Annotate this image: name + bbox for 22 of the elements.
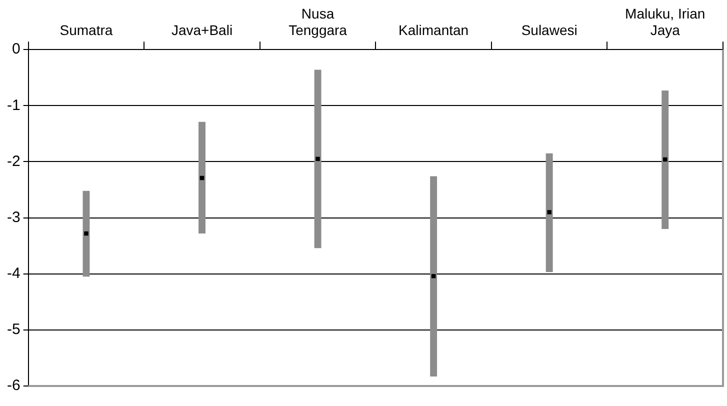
- y-tick-label: -1: [6, 96, 20, 114]
- bar: [430, 176, 438, 376]
- bar: [662, 90, 669, 230]
- y-tick-label: -4: [6, 265, 20, 282]
- y-tick-label: -5: [6, 321, 20, 338]
- bar: [198, 122, 206, 234]
- x-tick-label: Maluku, Irian Jaya: [625, 5, 706, 38]
- y-tick-label: -6: [6, 377, 20, 394]
- bar: [546, 153, 553, 272]
- x-tick-label: Kalimantan: [398, 22, 469, 38]
- point: [547, 210, 552, 214]
- x-tick-label: Sumatra: [60, 22, 113, 38]
- point: [84, 231, 88, 236]
- y-tick-label: -3: [6, 208, 20, 226]
- point: [316, 156, 320, 162]
- x-tick-label: Java+Bali: [171, 22, 233, 38]
- x-tick-label: Sulawesi: [521, 22, 578, 38]
- bar: [314, 70, 322, 248]
- x-tick-label: Nusa Tenggara: [288, 5, 348, 38]
- y-tick-label: 0: [12, 40, 20, 58]
- bar: [82, 190, 90, 277]
- y-tick-label: -2: [6, 152, 20, 170]
